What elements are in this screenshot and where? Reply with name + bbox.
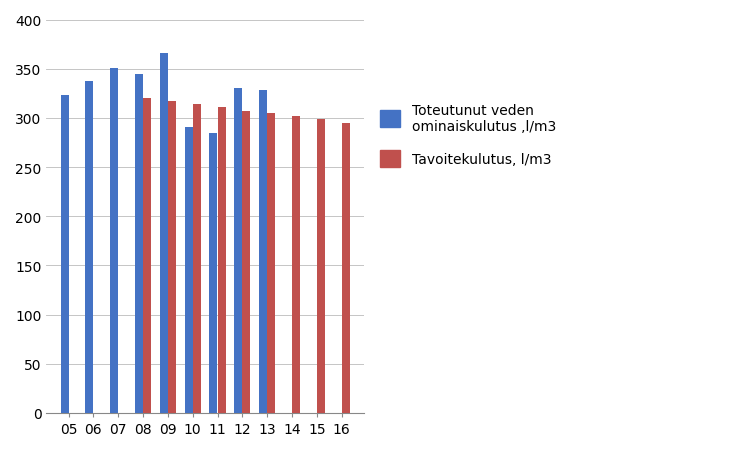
- Bar: [259, 91, 267, 413]
- Bar: [341, 124, 350, 413]
- Legend: Toteutunut veden
ominaiskulutus ,l/m3, Tavoitekulutus, l/m3: Toteutunut veden ominaiskulutus ,l/m3, T…: [374, 98, 562, 173]
- Bar: [168, 102, 176, 413]
- Bar: [61, 96, 68, 413]
- Bar: [143, 99, 151, 413]
- Bar: [267, 114, 275, 413]
- Bar: [235, 89, 242, 413]
- Bar: [317, 120, 325, 413]
- Bar: [217, 108, 226, 413]
- Bar: [135, 74, 143, 413]
- Bar: [242, 112, 250, 413]
- Bar: [111, 69, 118, 413]
- Bar: [86, 82, 93, 413]
- Bar: [292, 117, 300, 413]
- Bar: [210, 133, 217, 413]
- Bar: [193, 105, 201, 413]
- Bar: [160, 54, 168, 413]
- Bar: [185, 128, 193, 413]
